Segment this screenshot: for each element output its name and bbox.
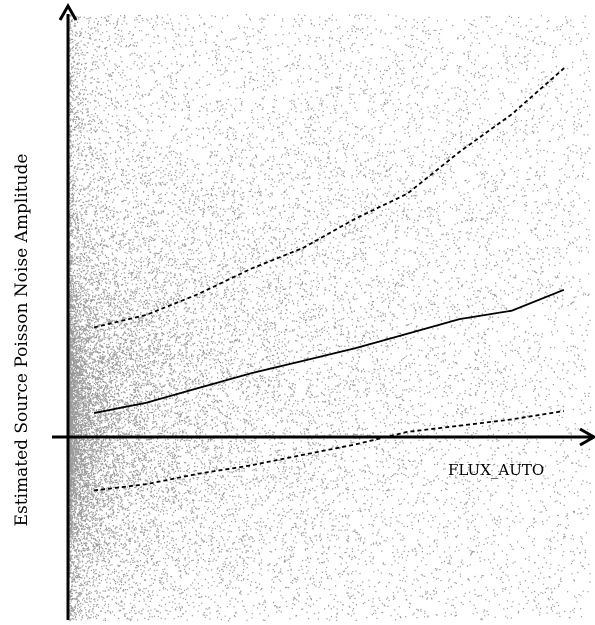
scatter-point-cloud xyxy=(68,14,592,622)
trend-lines xyxy=(93,67,565,492)
scatter-points xyxy=(68,14,592,622)
x-axis-label: FLUX_AUTO xyxy=(448,461,544,479)
y-axis-label: Estimated Source Poisson Noise Amplitude xyxy=(12,154,32,527)
series-line-2 xyxy=(93,67,565,329)
series-line-1 xyxy=(93,288,565,414)
x-axis-arrowhead xyxy=(579,427,595,447)
series-line-3 xyxy=(93,410,565,492)
y-axis-arrowhead xyxy=(58,2,78,21)
